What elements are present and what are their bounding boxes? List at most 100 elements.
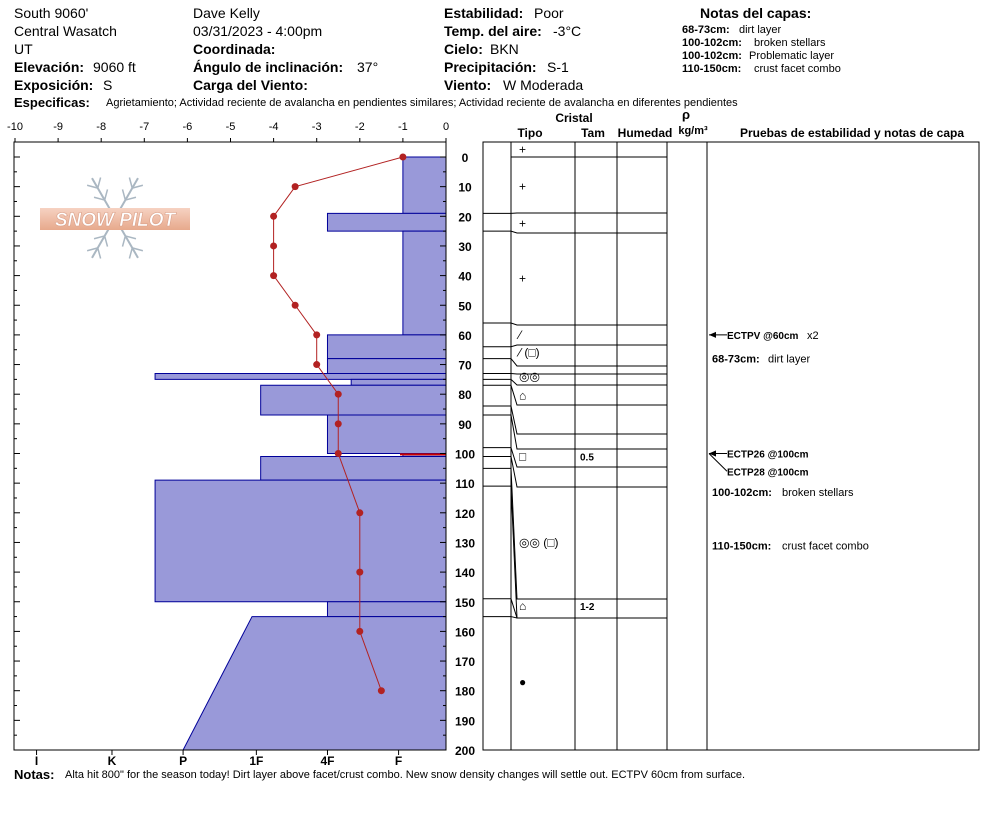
header-moisture: Humedad <box>618 126 673 140</box>
temp-point <box>356 627 364 635</box>
layer-boundary <box>483 455 667 488</box>
grain-symbol: ⁄ (□) <box>516 346 540 360</box>
hardness-bar <box>326 334 447 360</box>
hardness-bar <box>402 156 447 214</box>
layer-boundary <box>483 322 667 326</box>
grain-symbol: ● <box>519 675 526 689</box>
temp-point <box>270 242 278 250</box>
depth-label: 200 <box>455 744 475 758</box>
grain-symbol: ⁄ <box>516 328 523 342</box>
layer-note-text: crust facet combo <box>754 63 841 75</box>
wind-value: W Moderada <box>503 77 584 93</box>
grain-symbol: □ <box>519 449 526 463</box>
temp-tick-label: -7 <box>139 121 149 133</box>
layer-comment-text: dirt layer <box>768 354 811 366</box>
exposure-value: S <box>103 77 113 93</box>
snowflake-branch <box>103 235 109 247</box>
layer-comment-range: 100-102cm: <box>712 487 772 499</box>
temp-tick-label: -5 <box>226 121 236 133</box>
grain-symbol: + <box>519 272 526 286</box>
snowflake-branch <box>93 235 105 240</box>
depth-label: 60 <box>458 329 472 343</box>
snowflake-branch <box>128 177 133 189</box>
temp-point <box>313 361 321 369</box>
observer-name: Dave Kelly <box>193 5 260 21</box>
grain-symbol: ⌂ <box>519 599 526 613</box>
header-rho: ρ <box>682 107 690 122</box>
test-label: ECTP26 @100cm <box>727 450 809 461</box>
temp-point <box>356 509 364 517</box>
grain-symbol: + <box>519 143 526 157</box>
elevation-value: 9060 ft <box>93 59 136 75</box>
layer-boundary <box>483 384 667 406</box>
elevation-label: Elevación: <box>14 59 85 75</box>
location-name: South 9060' <box>14 5 89 21</box>
snowflake-branch <box>121 189 127 201</box>
grain-symbol: ◎◎ (□) <box>519 535 559 549</box>
temp-point <box>334 390 342 398</box>
logo-band <box>40 208 190 230</box>
layer-boundary <box>483 372 667 375</box>
temp-tick-label: -4 <box>269 121 279 133</box>
temperature-profile <box>270 153 407 695</box>
depth-label: 110 <box>455 477 475 491</box>
exposure-label: Exposición: <box>14 77 94 93</box>
specifics-label: Especificas: <box>14 95 90 110</box>
depth-label: 130 <box>455 536 475 550</box>
test-label: ECTP28 @100cm <box>727 467 809 478</box>
temp-point <box>334 420 342 428</box>
precip-value: S-1 <box>547 59 569 75</box>
slope-label: Ángulo de inclinación: <box>193 59 344 75</box>
header-tests: Pruebas de estabilidad y notas de capa <box>740 126 964 140</box>
header-type: Tipo <box>517 126 542 140</box>
air-temp-label: Temp. del aire: <box>444 23 542 39</box>
logo-text: SNOW PILOT <box>55 210 177 231</box>
table-frame <box>482 141 980 751</box>
snowflake-branch <box>97 177 102 189</box>
layer-boundary <box>483 447 667 468</box>
depth-label: 100 <box>455 448 475 462</box>
layer-boundary <box>483 378 667 386</box>
layer-note-range: 100-102cm: <box>682 37 742 49</box>
depth-label: 0 <box>462 151 469 165</box>
snowflake-branch <box>128 247 133 259</box>
temp-tick-label: 0 <box>443 121 449 133</box>
layer-boundary <box>483 405 667 435</box>
notes-text: Alta hit 800" for the season today! Dirt… <box>65 769 746 781</box>
sky-label: Cielo: <box>444 41 483 57</box>
hardness-bar <box>350 378 447 386</box>
layer-comment-text: crust facet combo <box>782 540 869 552</box>
layer-boundary <box>483 230 667 234</box>
wind-label: Viento: <box>444 77 492 93</box>
hardness-bar <box>260 455 447 481</box>
wind-load-label: Carga del Viento: <box>193 77 308 93</box>
hardness-tick-label: P <box>179 754 187 768</box>
snow-profile-chart: SNOW PILOT -10 -9 -8 -7 -6 -5 -4 -3 -2 -1 0I K P 1F 4F… <box>7 107 980 768</box>
temp-tick-label: -1 <box>398 121 408 133</box>
snowflake-branch <box>132 247 144 252</box>
layer-note-text: Problematic layer <box>749 50 834 62</box>
temp-tick-label: -10 <box>7 121 23 133</box>
grain-symbol: + <box>519 180 526 194</box>
precip-label: Precipitación: <box>444 59 537 75</box>
layer-boundary <box>483 358 667 367</box>
depth-label: 50 <box>458 299 472 313</box>
hardness-bar <box>402 230 447 336</box>
test-extra: x2 <box>807 330 819 342</box>
hardness-bar <box>326 601 447 618</box>
hardness-tick-label: 4F <box>320 754 334 768</box>
observation-datetime: 03/31/2023 - 4:00pm <box>193 23 323 39</box>
hardness-bar <box>326 212 447 232</box>
depth-label: 180 <box>455 685 475 699</box>
temp-point <box>334 450 342 457</box>
hardness-tick-label: F <box>395 754 402 768</box>
air-temp-value: -3°C <box>553 23 582 39</box>
grain-symbol: ⌂ <box>519 389 526 403</box>
temp-tick-label: -2 <box>355 121 365 133</box>
test-label: ECTPV @60cm <box>727 331 799 342</box>
grain-size: 1-2 <box>580 602 595 613</box>
range-name: Central Wasatch <box>14 23 117 39</box>
hardness-bar <box>326 358 447 374</box>
hardness-bar <box>260 384 447 416</box>
temp-point <box>313 331 321 339</box>
